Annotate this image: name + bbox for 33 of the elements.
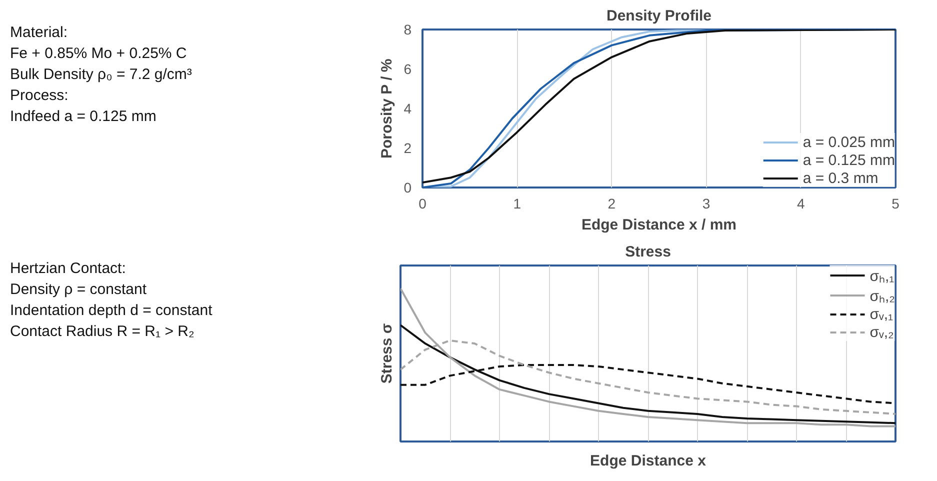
y-axis-title: Stress σ	[378, 323, 396, 384]
y-tick-label: 6	[404, 61, 412, 77]
x-tick-label: 1	[513, 196, 522, 212]
x-tick-label: 0	[418, 196, 427, 212]
text: Material:	[10, 24, 69, 41]
legend-label: a = 0.125 mm	[802, 151, 895, 169]
text: Hertzian Contact:	[10, 260, 127, 277]
y-axis-title: Porosity P / %	[378, 58, 396, 159]
text: Contact Radius R = R₁ > R₂	[10, 323, 196, 340]
y-tick-label: 8	[404, 22, 412, 38]
x-tick-label: 2	[608, 196, 616, 212]
legend-label: σᵥ,₂	[870, 323, 894, 341]
x-tick-label: 3	[702, 196, 710, 212]
legend-label: a = 0.025 mm	[802, 133, 895, 151]
x-tick-label: 5	[892, 196, 900, 212]
text: Indentation depth d = constant	[10, 302, 212, 319]
x-axis-title: Edge Distance x	[590, 452, 707, 470]
y-tick-label: 4	[404, 100, 412, 116]
x-axis-title: Edge Distance x / mm	[581, 216, 737, 234]
text: Process:	[10, 87, 70, 104]
chart-title: Stress	[625, 244, 671, 260]
legend-label: a = 0.3 mm	[802, 169, 878, 187]
legend-label: σₕ,₂	[870, 287, 895, 305]
y-tick-label: 2	[404, 140, 412, 156]
legend-label: σᵥ,₁	[870, 305, 894, 323]
y-tick-label: 0	[404, 180, 412, 196]
text: Bulk Density ρ₀ = 7.2 g/cm³	[10, 66, 192, 83]
text: Indfeed a = 0.125 mm	[10, 108, 158, 125]
x-tick-label: 4	[797, 196, 806, 212]
text: Density ρ = constant	[10, 281, 148, 298]
chart-title: Density Profile	[606, 8, 712, 24]
text: Fe + 0.85% Mo + 0.25% C	[10, 45, 188, 62]
legend-label: σₕ,₁	[870, 267, 894, 285]
